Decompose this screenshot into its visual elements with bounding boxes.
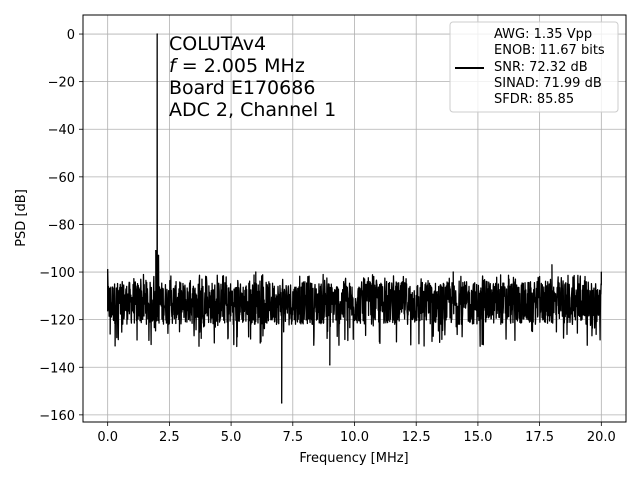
y-tick-label: 0 [67,28,75,43]
legend: AWG: 1.35 Vpp ENOB: 11.67 bits SNR: 72.3… [449,21,619,113]
psd-feature-point [452,271,454,273]
x-tick-label: 12.5 [402,430,431,445]
annotation: COLUTAv4 f = 2.005 MHz Board E170686 ADC… [169,33,336,121]
y-tick-label: −100 [39,266,75,281]
x-tick-label: 15.0 [463,430,492,445]
psd-feature-point [156,33,158,35]
psd-series [107,33,602,404]
psd-line [107,33,602,404]
x-tick-label: 2.5 [159,430,180,445]
y-tick-label: −80 [48,218,75,233]
annotation-chip: COLUTAv4 [169,33,266,55]
legend-line-5: SFDR: 85.85 [494,92,574,107]
psd-feature-point [329,364,331,366]
x-tick-label: 0.0 [97,430,118,445]
x-tick-label: 17.5 [525,430,554,445]
y-tick-label: −40 [48,123,75,138]
x-tick-label: 5.0 [221,430,242,445]
psd-feature-point [205,276,208,278]
legend-line-3: SNR: 72.32 dB [494,60,588,75]
annotation-frequency: f = 2.005 MHz [169,55,305,77]
psd-feature-point [281,402,283,404]
annotation-board: Board E170686 [169,77,315,99]
legend-line-1: AWG: 1.35 Vpp [494,27,592,42]
y-tick-label: −60 [48,171,75,186]
y-tick-label: −140 [39,361,75,376]
psd-feature-point [109,333,111,335]
x-tick-label: 20.0 [587,430,616,445]
annotation-frequency-var: f [169,55,179,77]
legend-box [449,21,619,113]
psd-feature-point [155,250,157,252]
psd-feature-point [108,300,110,302]
psd-feature-point [157,254,160,256]
legend-line-2: ENOB: 11.67 bits [494,43,605,58]
y-tick-label: −120 [39,314,75,329]
y-axis-ticks: 0 −20 −40 −60 −80 −100 −120 −140 −160 [39,28,83,424]
y-axis-label: PSD [dB] [14,189,29,247]
psd-feature-point [600,271,602,273]
y-tick-label: −20 [48,76,75,91]
psd-feature-point [255,271,257,273]
x-tick-label: 10.0 [340,430,369,445]
x-axis-ticks: 0.0 2.5 5.0 7.5 10.0 12.5 15.0 17.5 20.0 [97,422,616,445]
psd-feature-point [114,345,116,347]
x-tick-label: 7.5 [282,430,303,445]
psd-feature-point [551,264,553,266]
annotation-frequency-value: = 2.005 MHz [176,55,305,77]
y-tick-label: −160 [39,409,75,424]
psd-feature-point [107,269,109,271]
legend-line-4: SINAD: 71.99 dB [494,76,602,91]
x-axis-label: Frequency [MHz] [299,451,408,466]
annotation-channel: ADC 2, Channel 1 [169,99,336,121]
